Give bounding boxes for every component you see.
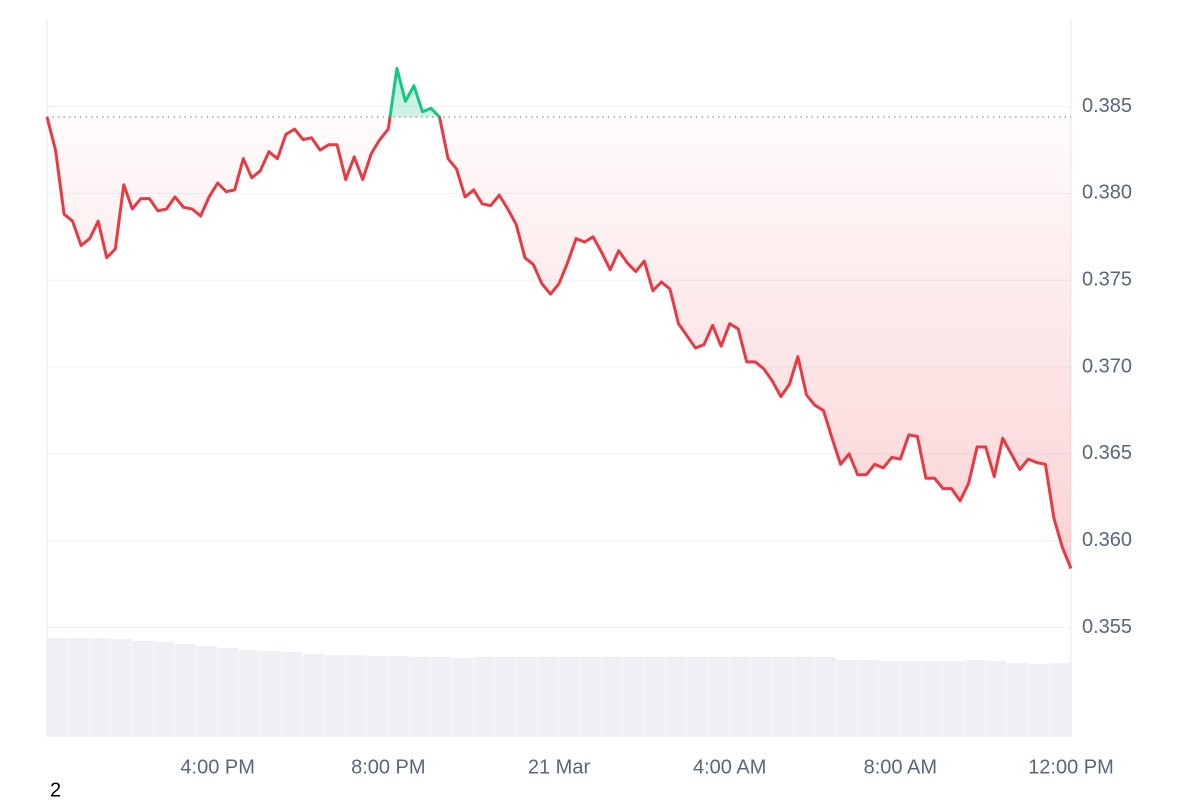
- volume-bar: [580, 657, 602, 737]
- volume-bar: [644, 657, 666, 737]
- x-tick-label: 4:00 PM: [180, 756, 254, 778]
- volume-bar: [665, 657, 687, 737]
- background-layer: [46, 18, 1072, 737]
- volume-bar: [473, 657, 495, 737]
- y-tick-label: 0.380: [1082, 182, 1132, 204]
- volume-bar: [1007, 663, 1028, 737]
- volume-bar: [345, 655, 367, 737]
- volume-bar: [68, 638, 90, 737]
- volume-bar: [281, 652, 303, 737]
- volume-bar: [751, 657, 772, 737]
- x-tick-label: 21 Mar: [528, 756, 591, 778]
- footnote: 2: [50, 779, 61, 800]
- volume-bar: [1049, 663, 1071, 737]
- volume-bar: [879, 661, 900, 737]
- volume-bar: [239, 650, 260, 737]
- volume-bar: [623, 657, 644, 737]
- volume-bar: [324, 655, 346, 737]
- area-fill: [47, 68, 1071, 569]
- price-line: [45, 66, 1073, 570]
- x-tick-label: 8:00 PM: [351, 756, 425, 778]
- volume-bar: [431, 657, 452, 737]
- volume-bar: [89, 638, 111, 737]
- volume-bar: [132, 641, 154, 737]
- volume-bar: [687, 657, 708, 737]
- volume-bar: [857, 660, 879, 737]
- volume-bar: [175, 644, 196, 737]
- volume-bar: [559, 657, 580, 737]
- volume-bar: [367, 656, 388, 737]
- volume-bar: [772, 657, 794, 737]
- volume-bar: [217, 648, 239, 737]
- volume-bar: [409, 657, 431, 737]
- y-tick-label: 0.370: [1082, 355, 1132, 377]
- volume-bar: [943, 661, 964, 737]
- volume-bar: [260, 651, 282, 737]
- volume-bar: [495, 657, 516, 737]
- x-tick-label: 4:00 AM: [693, 756, 766, 778]
- volume-bar: [388, 656, 410, 737]
- volume-bar: [196, 646, 218, 737]
- y-tick-label: 0.360: [1082, 529, 1132, 551]
- volume-bar: [900, 661, 922, 737]
- volume-bar: [964, 660, 986, 737]
- volume-bar: [729, 657, 751, 737]
- volume-bar: [601, 657, 623, 737]
- volume-bar: [537, 657, 559, 737]
- volume-bar: [47, 638, 68, 737]
- volume-bar: [836, 660, 858, 737]
- volume-bar: [708, 657, 730, 737]
- y-tick-label: 0.375: [1082, 269, 1132, 291]
- volume-bar: [452, 658, 474, 737]
- y-tick-label: 0.365: [1082, 442, 1132, 464]
- y-tick-label: 0.355: [1082, 616, 1132, 638]
- foreground-layer: 0.355 0.360 0.365 0.370 0.375 0.380 0.385 4:00 …: [45, 66, 1132, 778]
- x-tick-label: 8:00 AM: [864, 756, 937, 778]
- volume-bar: [516, 657, 538, 737]
- volume-bar: [303, 654, 324, 737]
- y-tick-label: 0.385: [1082, 95, 1132, 117]
- volume-bar: [815, 657, 836, 737]
- volume-bar: [1028, 664, 1050, 737]
- volume-bar: [793, 657, 815, 737]
- volume-bar: [921, 661, 943, 737]
- volume-bar: [985, 661, 1007, 737]
- volume-bar: [153, 642, 175, 737]
- volume-bar: [111, 639, 132, 737]
- x-tick-label: 12:00 PM: [1028, 756, 1114, 778]
